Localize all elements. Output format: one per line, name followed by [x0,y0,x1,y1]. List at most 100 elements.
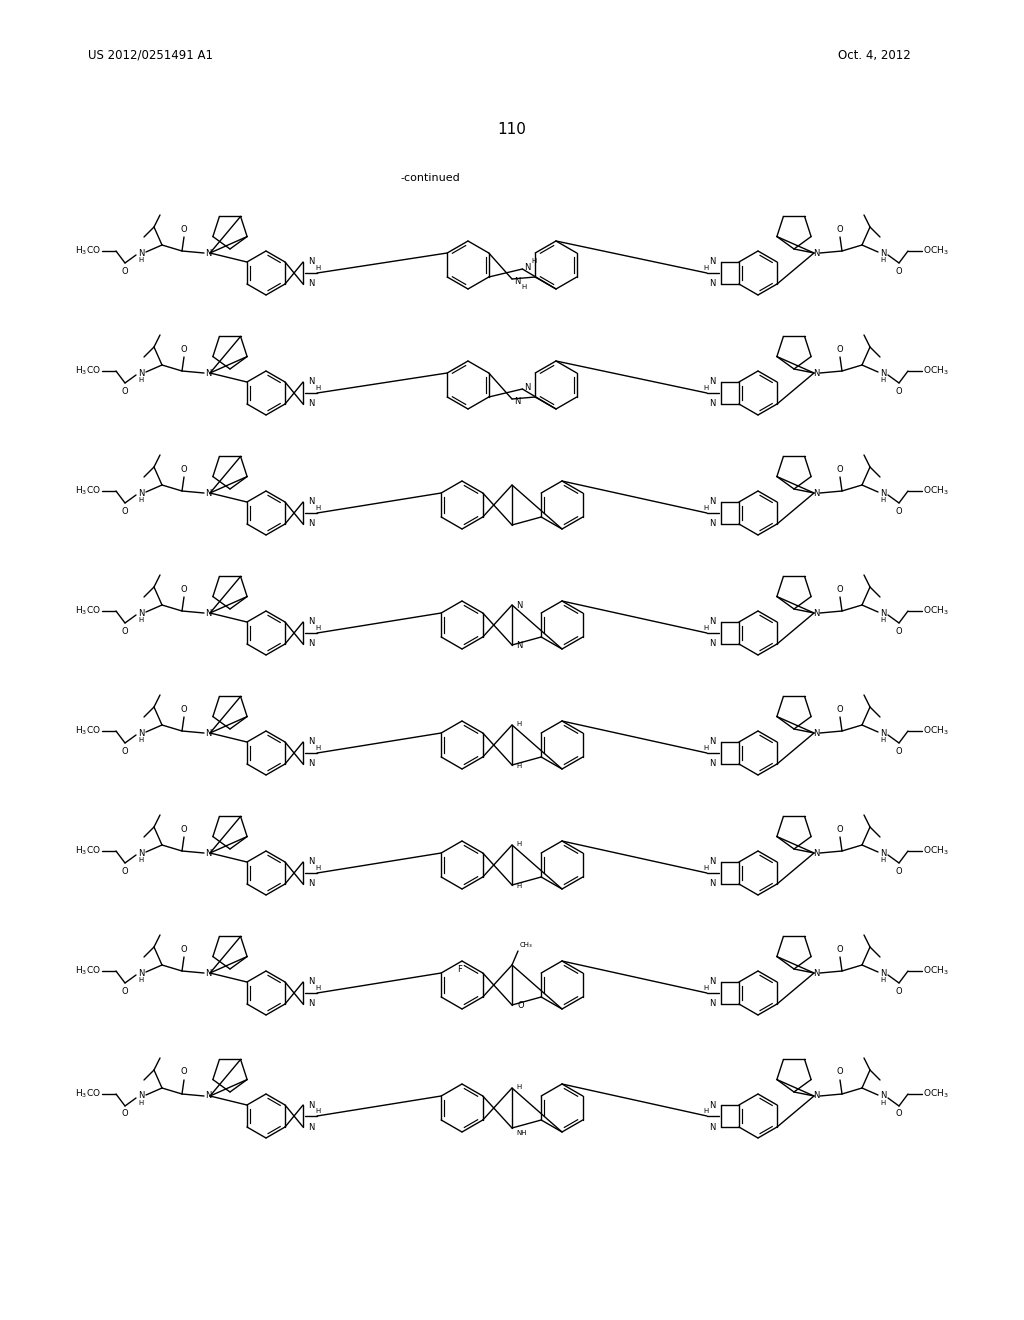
Text: N: N [308,978,314,986]
Text: H: H [315,1107,321,1114]
Text: N: N [516,640,522,649]
Text: H: H [315,744,321,751]
Text: N: N [880,368,886,378]
Text: H: H [315,865,321,871]
Text: O: O [122,387,128,396]
Text: H: H [881,257,886,263]
Text: H: H [138,616,143,623]
Text: N: N [710,400,716,408]
Text: N: N [710,978,716,986]
Text: N: N [138,849,144,858]
Text: N: N [710,618,716,627]
Text: CH₃: CH₃ [519,942,532,948]
Text: H: H [881,378,886,383]
Text: N: N [308,738,314,747]
Text: H$_3$CO: H$_3$CO [75,845,101,857]
Text: O: O [837,825,844,833]
Text: N: N [710,858,716,866]
Text: N: N [813,969,819,978]
Text: H: H [315,385,321,391]
Text: US 2012/0251491 A1: US 2012/0251491 A1 [87,49,213,62]
Text: N: N [880,488,886,498]
Text: O: O [180,825,187,833]
Text: H: H [138,257,143,263]
Text: NH: NH [516,1130,526,1137]
Text: H: H [138,857,143,863]
Text: N: N [813,609,819,618]
Text: O: O [837,345,844,354]
Text: H: H [703,265,709,271]
Text: OCH$_3$: OCH$_3$ [924,845,949,857]
Text: N: N [308,498,314,507]
Text: N: N [308,280,314,289]
Text: H: H [521,284,526,290]
Text: H: H [138,977,143,983]
Text: N: N [205,488,211,498]
Text: OCH$_3$: OCH$_3$ [924,364,949,378]
Text: H$_3$CO: H$_3$CO [75,605,101,618]
Text: O: O [180,1068,187,1077]
Text: N: N [308,759,314,768]
Text: O: O [180,945,187,953]
Text: N: N [308,1122,314,1131]
Text: H$_3$CO: H$_3$CO [75,725,101,738]
Text: OCH$_3$: OCH$_3$ [924,244,949,257]
Text: H: H [881,977,886,983]
Text: H: H [881,616,886,623]
Text: N: N [710,280,716,289]
Text: O: O [180,705,187,714]
Text: N: N [205,368,211,378]
Text: H: H [138,498,143,503]
Text: N: N [524,263,530,272]
Text: N: N [813,729,819,738]
Text: N: N [308,400,314,408]
Text: N: N [138,368,144,378]
Text: O: O [122,507,128,516]
Text: N: N [813,488,819,498]
Text: N: N [308,858,314,866]
Text: N: N [514,396,520,405]
Text: N: N [880,969,886,978]
Text: H: H [881,737,886,743]
Text: H: H [703,624,709,631]
Text: H$_3$CO: H$_3$CO [75,484,101,498]
Text: O: O [122,747,128,755]
Text: N: N [205,969,211,978]
Text: N: N [880,248,886,257]
Text: H: H [703,744,709,751]
Text: N: N [813,1092,819,1101]
Text: H: H [516,763,521,770]
Text: H: H [315,985,321,991]
Text: N: N [524,383,530,392]
Text: O: O [122,627,128,635]
Text: N: N [710,1101,716,1110]
Text: H: H [315,624,321,631]
Text: -continued: -continued [400,173,460,183]
Text: N: N [710,999,716,1008]
Text: N: N [813,849,819,858]
Text: O: O [837,1068,844,1077]
Text: 110: 110 [498,123,526,137]
Text: H$_3$CO: H$_3$CO [75,965,101,977]
Text: N: N [710,498,716,507]
Text: N: N [308,639,314,648]
Text: N: N [138,729,144,738]
Text: N: N [710,1122,716,1131]
Text: H: H [315,506,321,511]
Text: O: O [896,627,902,635]
Text: N: N [710,520,716,528]
Text: H: H [516,1084,521,1090]
Text: O: O [837,585,844,594]
Text: O: O [180,465,187,474]
Text: N: N [138,248,144,257]
Text: OCH$_3$: OCH$_3$ [924,965,949,977]
Text: OCH$_3$: OCH$_3$ [924,605,949,618]
Text: N: N [308,618,314,627]
Text: N: N [880,1092,886,1101]
Text: H: H [138,737,143,743]
Text: N: N [710,257,716,267]
Text: N: N [138,969,144,978]
Text: N: N [308,520,314,528]
Text: H: H [881,857,886,863]
Text: H: H [138,1100,143,1106]
